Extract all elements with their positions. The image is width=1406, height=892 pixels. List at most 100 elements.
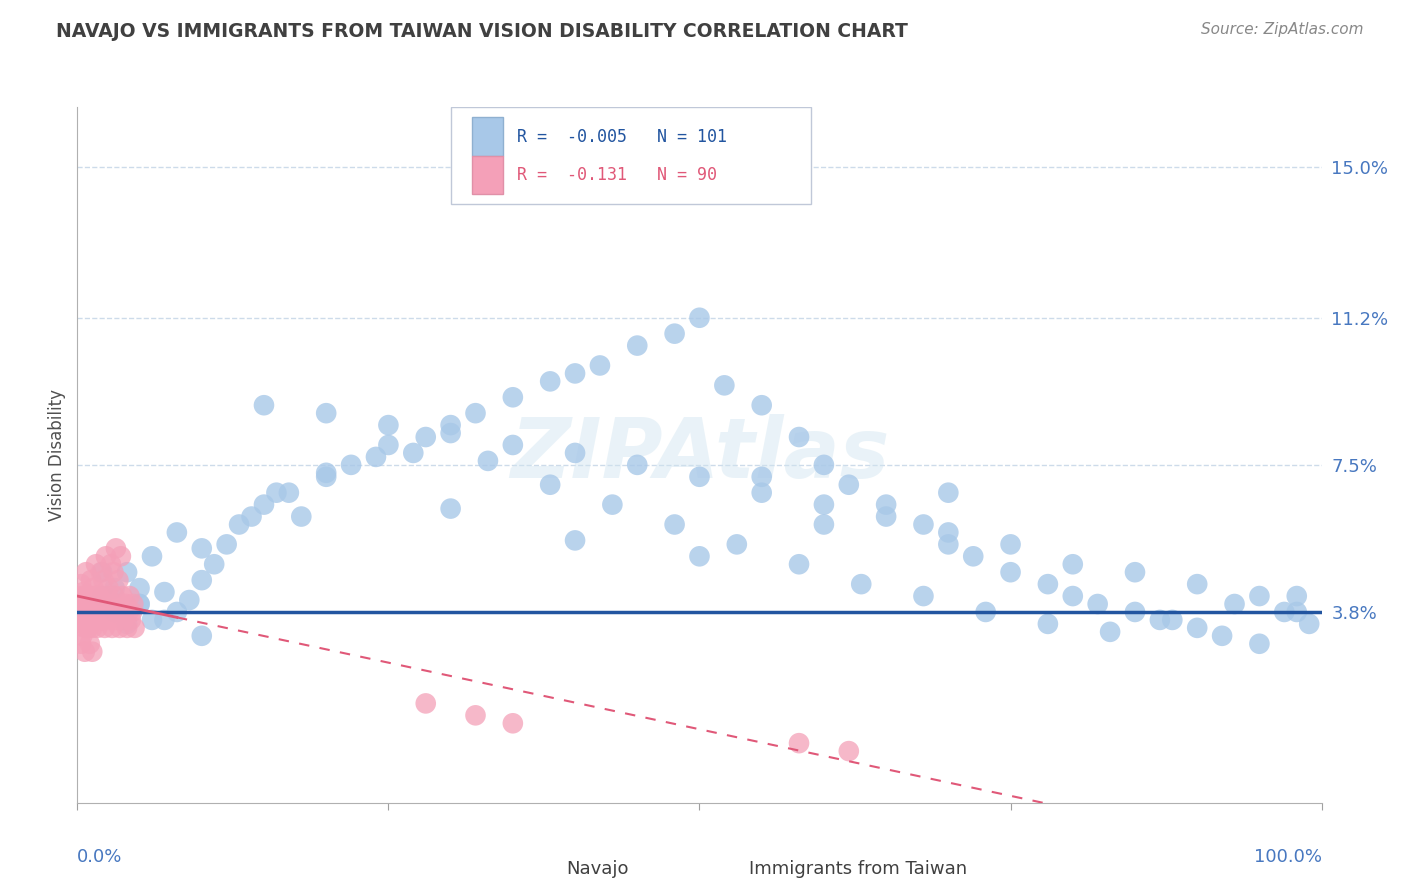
Point xyxy=(141,549,163,564)
Point xyxy=(851,577,873,591)
Point xyxy=(115,616,138,631)
Point xyxy=(166,605,188,619)
Point xyxy=(87,589,110,603)
Text: NAVAJO VS IMMIGRANTS FROM TAIWAN VISION DISABILITY CORRELATION CHART: NAVAJO VS IMMIGRANTS FROM TAIWAN VISION … xyxy=(56,22,908,41)
Point xyxy=(751,485,773,500)
Point xyxy=(83,581,105,595)
Point xyxy=(838,744,860,758)
Point xyxy=(602,498,624,512)
Point xyxy=(128,581,150,595)
Point xyxy=(974,605,997,619)
Point xyxy=(315,470,337,484)
Text: Source: ZipAtlas.com: Source: ZipAtlas.com xyxy=(1201,22,1364,37)
Point xyxy=(787,558,810,572)
Point xyxy=(69,597,91,611)
Point xyxy=(93,573,115,587)
Point xyxy=(464,406,486,420)
Point xyxy=(1062,558,1084,572)
Point xyxy=(664,517,686,532)
Point xyxy=(340,458,363,472)
Point xyxy=(93,605,115,619)
FancyBboxPatch shape xyxy=(703,855,741,887)
Point xyxy=(111,589,134,603)
Point xyxy=(83,605,105,619)
Point xyxy=(76,621,98,635)
Point xyxy=(813,458,835,472)
Point xyxy=(664,326,686,341)
Point xyxy=(202,558,225,572)
Point xyxy=(938,485,960,500)
Point xyxy=(96,589,118,603)
Point xyxy=(83,589,105,603)
Point xyxy=(912,589,935,603)
Point xyxy=(440,425,463,440)
Point xyxy=(104,589,127,603)
Point xyxy=(84,605,107,619)
Point xyxy=(141,613,163,627)
Point xyxy=(689,549,711,564)
Point xyxy=(564,533,586,548)
FancyBboxPatch shape xyxy=(472,156,503,194)
Point xyxy=(75,565,97,579)
Point xyxy=(86,621,108,635)
Point xyxy=(128,597,150,611)
Point xyxy=(377,418,399,433)
Point xyxy=(1123,605,1146,619)
Text: Navajo: Navajo xyxy=(567,860,628,878)
Text: R =  -0.005   N = 101: R = -0.005 N = 101 xyxy=(516,128,727,146)
Point xyxy=(838,477,860,491)
Point xyxy=(713,378,735,392)
Point xyxy=(77,621,100,635)
FancyBboxPatch shape xyxy=(519,855,557,887)
Point xyxy=(101,621,124,635)
Point xyxy=(90,565,112,579)
Point xyxy=(1272,605,1295,619)
Point xyxy=(77,605,100,619)
Point xyxy=(124,621,146,635)
Point xyxy=(72,597,94,611)
Point xyxy=(84,597,107,611)
Point xyxy=(93,621,115,635)
Point xyxy=(1036,616,1059,631)
Point xyxy=(477,454,499,468)
Point xyxy=(120,613,142,627)
Point xyxy=(110,605,132,619)
Point xyxy=(253,398,276,412)
Point xyxy=(938,537,960,551)
Point xyxy=(1087,597,1109,611)
Point xyxy=(626,458,648,472)
Point xyxy=(80,613,103,627)
Point xyxy=(215,537,238,551)
Point xyxy=(104,605,127,619)
Point xyxy=(538,477,561,491)
Point xyxy=(76,613,98,627)
Point xyxy=(564,367,586,381)
Point xyxy=(689,470,711,484)
Point xyxy=(100,558,122,572)
Point xyxy=(97,597,120,611)
Text: Immigrants from Taiwan: Immigrants from Taiwan xyxy=(749,860,967,878)
Point xyxy=(72,613,94,627)
Point xyxy=(1249,637,1271,651)
Point xyxy=(751,398,773,412)
Point xyxy=(75,605,97,619)
Point xyxy=(79,605,101,619)
Text: R =  -0.131   N = 90: R = -0.131 N = 90 xyxy=(516,166,717,185)
Text: 0.0%: 0.0% xyxy=(77,848,122,866)
Point xyxy=(82,645,104,659)
Point xyxy=(100,597,122,611)
Point xyxy=(228,517,250,532)
Point xyxy=(91,613,114,627)
Point xyxy=(72,629,94,643)
Point xyxy=(84,558,107,572)
Point xyxy=(1036,577,1059,591)
Point xyxy=(94,597,117,611)
Point xyxy=(589,359,612,373)
Point xyxy=(83,613,105,627)
Point xyxy=(72,585,94,599)
Point xyxy=(1249,589,1271,603)
Point xyxy=(315,466,337,480)
Point xyxy=(76,597,98,611)
Point xyxy=(191,629,214,643)
Point xyxy=(87,589,110,603)
